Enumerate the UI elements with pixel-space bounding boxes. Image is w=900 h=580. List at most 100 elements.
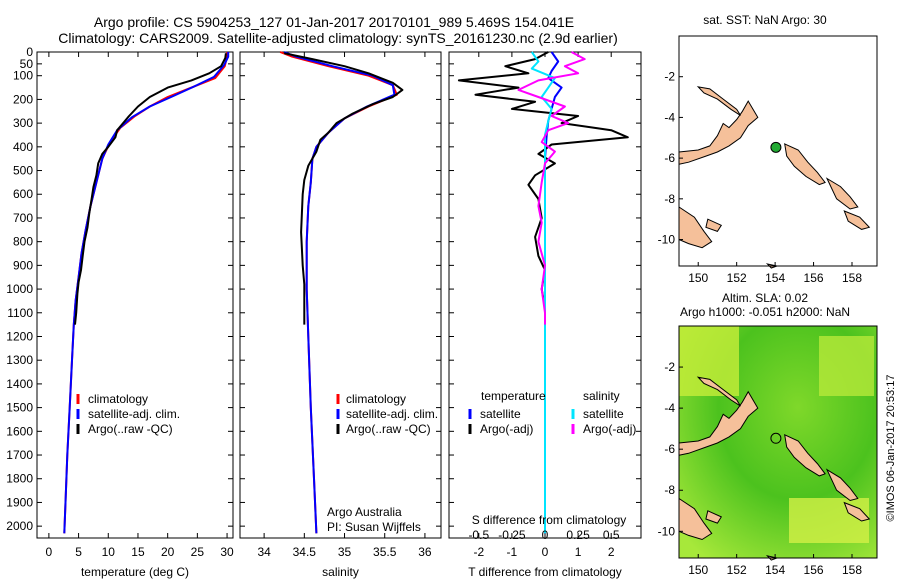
salinity-panel: 34 34.5 35 35.5 36 salinity climatologysatelli… <box>239 51 442 579</box>
top-tick-label: 0 <box>542 528 549 542</box>
x-tick-label: 150 <box>688 563 708 577</box>
difference-panel: -2 -1 0 1 2 T difference from climatology S di… <box>448 51 642 579</box>
land-polygon <box>696 376 741 407</box>
legend-label: climatology <box>346 392 406 406</box>
title-line-2: Climatology: CARS2009. Satellite-adjuste… <box>58 30 618 46</box>
legend-header-temperature: temperature <box>481 389 546 403</box>
legend-label: Argo(-adj) <box>583 422 636 436</box>
map-frame <box>678 35 878 267</box>
x-tick-label: 156 <box>804 271 824 285</box>
x-tick-label: 150 <box>688 271 708 285</box>
y-tick-label: 600 <box>13 187 33 201</box>
x-tick-label: 152 <box>727 563 747 577</box>
y-tick-label: 1500 <box>6 401 33 415</box>
top-tick-label: 0.25 <box>566 528 590 542</box>
x-tick-label: 152 <box>727 271 747 285</box>
y-tick-label: 500 <box>13 164 33 178</box>
y-tick-label: 900 <box>13 258 33 272</box>
x-tick-label: 34 <box>257 545 271 559</box>
y-tick-label: 1400 <box>6 377 33 391</box>
x-tick-label: 156 <box>804 563 824 577</box>
plot-frame <box>239 51 442 539</box>
land-polygon <box>705 218 723 233</box>
series-line-argo-raw-qc- <box>283 52 404 325</box>
land-polygon <box>784 143 826 186</box>
y-tick-label: 1300 <box>6 353 33 367</box>
x-tick-label: 158 <box>842 563 862 577</box>
x-tick-label: 5 <box>75 545 82 559</box>
x-axis-label: salinity <box>322 565 359 579</box>
y-tick-label: -2 <box>664 360 675 374</box>
y-tick-label: 1100 <box>7 306 33 320</box>
x-tick-label: 15 <box>131 545 145 559</box>
legend-label: Argo(..raw -QC) <box>88 422 173 436</box>
land-polygon <box>678 206 713 249</box>
land-polygon <box>784 433 826 477</box>
y-tick-label: 1900 <box>6 495 33 509</box>
y-tick-label: -6 <box>664 442 675 456</box>
y-tick-label: 0 <box>26 45 33 59</box>
x-tick-label: 154 <box>765 271 785 285</box>
land-polygon <box>678 100 759 165</box>
land-polygon <box>696 86 741 116</box>
y-tick-label: 400 <box>13 140 33 154</box>
x-tick-label: 0 <box>542 545 549 559</box>
title-line-1: Argo profile: CS 5904253_127 01-Jan-2017… <box>94 14 574 30</box>
legend-label: satellite <box>480 407 521 421</box>
top-tick-label: -0.25 <box>498 528 526 542</box>
legend-label: Argo(-adj) <box>480 422 533 436</box>
x-axis-label: temperature (deg C) <box>81 565 189 579</box>
argo-float-marker <box>770 432 782 444</box>
y-tick-label: 700 <box>13 211 33 225</box>
x-tick-label: 0 <box>46 545 53 559</box>
land-polygon <box>825 468 859 502</box>
y-tick-label: -8 <box>664 483 675 497</box>
sla-patch-high <box>789 498 869 543</box>
y-tick-label: 1600 <box>6 424 33 438</box>
series-line-argo-raw-qc- <box>74 53 227 325</box>
legend-label: climatology <box>88 392 148 406</box>
land-polygon <box>705 510 723 524</box>
sla-map: Altim. SLA: 0.02 Argo h1000: -0.051 h200… <box>658 291 878 577</box>
y-tick-label: 1700 <box>6 448 33 462</box>
y-tick-label: 100 <box>13 69 33 83</box>
x-tick-label: 158 <box>842 271 862 285</box>
series-line-argo-adj- <box>457 51 629 325</box>
y-tick-label: -4 <box>664 110 675 124</box>
annotation-institution: Argo Australia <box>327 505 402 519</box>
top-tick-label: 0.5 <box>603 528 620 542</box>
x-tick-label: 154 <box>765 563 785 577</box>
legend-label: satellite-adj. clim. <box>346 407 438 421</box>
x-tick-label: -2 <box>473 545 484 559</box>
series-line-argo-adj- <box>517 51 586 325</box>
y-tick-label: -8 <box>664 192 675 206</box>
sla-map-title-1: Altim. SLA: 0.02 <box>722 291 808 305</box>
x-tick-label: 1 <box>575 545 582 559</box>
legend-header-salinity: salinity <box>583 389 620 403</box>
legend-label: Argo(..raw -QC) <box>346 422 431 436</box>
x-tick-label: 2 <box>608 545 615 559</box>
land-polygon <box>678 497 713 541</box>
top-tick-label: -0.5 <box>468 528 489 542</box>
y-tick-label: 800 <box>13 235 33 249</box>
sla-map-title-2: Argo h1000: -0.051 h2000: NaN <box>680 305 850 319</box>
land-polygon <box>678 390 759 456</box>
land-polygon <box>825 177 859 210</box>
x-tick-label: 30 <box>220 545 234 559</box>
x-tick-label: 25 <box>191 545 205 559</box>
x-tick-label: 20 <box>161 545 175 559</box>
sst-map-title: sat. SST: NaN Argo: 30 <box>703 13 827 27</box>
legend-label: satellite <box>583 407 624 421</box>
x-tick-label: 35.5 <box>373 545 397 559</box>
sla-patch-high <box>819 336 874 396</box>
plot-frame <box>36 51 234 539</box>
x-tick-label: 36 <box>418 545 432 559</box>
argo-float-marker <box>770 141 782 153</box>
y-tick-label: -6 <box>664 151 675 165</box>
y-tick-label: -10 <box>658 524 676 538</box>
y-tick-label: 1800 <box>6 472 33 486</box>
y-tick-label: -4 <box>664 401 675 415</box>
y-tick-label: 300 <box>13 116 33 130</box>
top-axis-label: S difference from climatology <box>472 513 627 527</box>
land-polygon <box>843 501 871 522</box>
